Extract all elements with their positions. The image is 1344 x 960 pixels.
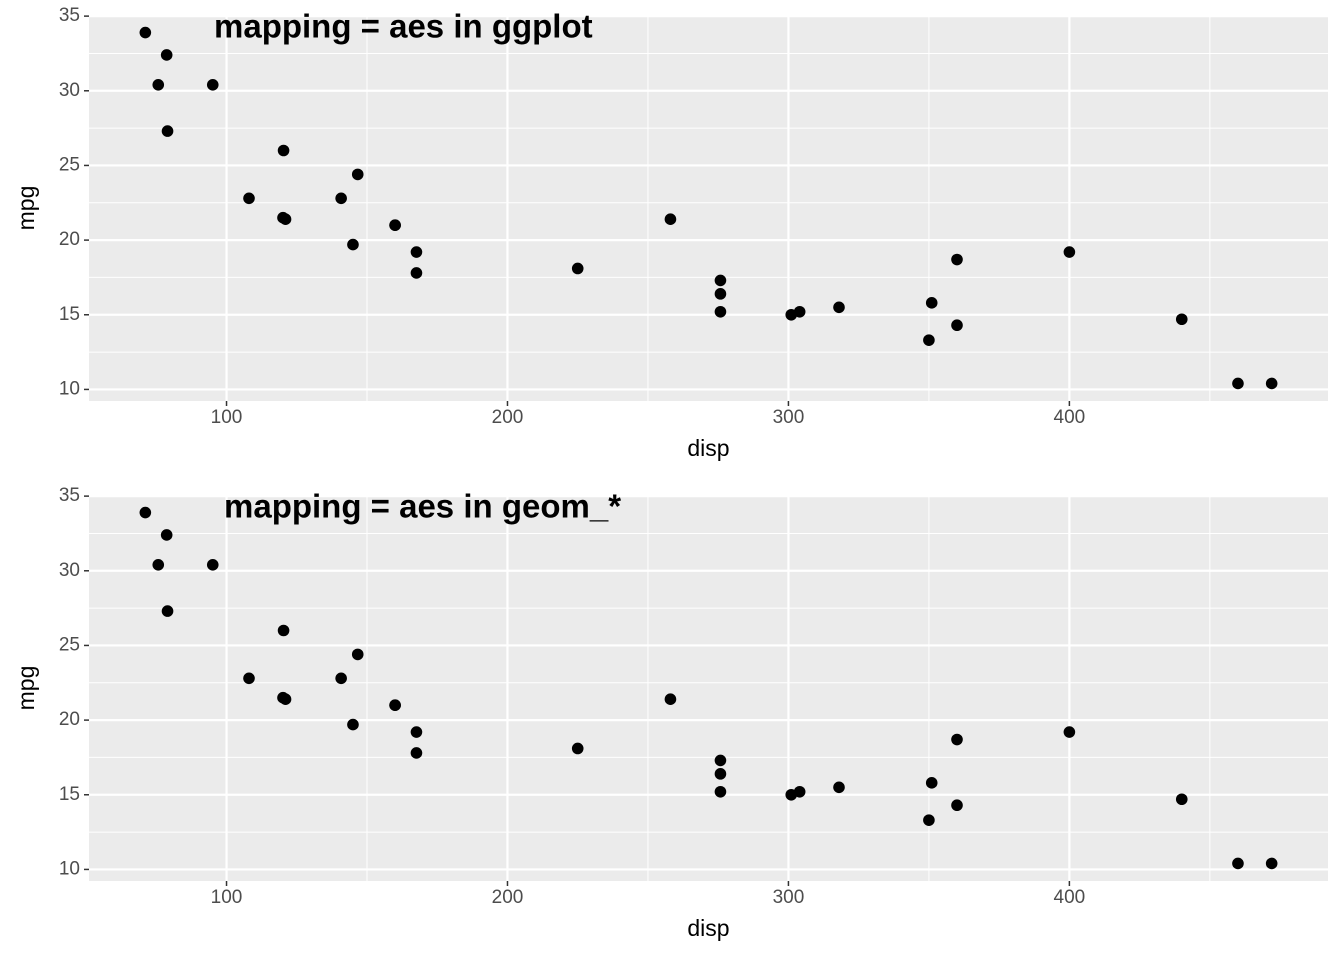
y-tick-label: 10: [59, 378, 80, 399]
point: [206, 559, 219, 571]
point: [152, 559, 165, 571]
y-tick-label: 25: [59, 634, 80, 655]
point: [951, 253, 963, 266]
point: [279, 213, 292, 225]
y-tick-label: 35: [59, 5, 80, 26]
point: [351, 648, 364, 661]
point: [925, 777, 938, 789]
x-tick-label: 300: [773, 407, 805, 428]
annotation: mapping = aes in ggplot: [214, 8, 593, 45]
point: [1175, 313, 1188, 326]
point: [571, 742, 584, 755]
y-tick-label: 10: [59, 858, 80, 879]
point: [243, 192, 255, 205]
point: [714, 288, 727, 300]
point: [951, 799, 963, 812]
point: [335, 672, 347, 685]
point: [923, 334, 935, 346]
x-tick-label: 100: [211, 887, 243, 908]
point: [1063, 726, 1076, 738]
point: [785, 308, 798, 321]
point: [951, 319, 963, 332]
point: [410, 246, 423, 258]
point: [951, 733, 963, 746]
point: [243, 672, 255, 685]
point: [410, 747, 423, 759]
x-tick-label: 100: [211, 407, 243, 428]
y-axis-title: mpg: [13, 186, 39, 231]
point: [277, 624, 290, 637]
y-tick-label: 15: [59, 784, 80, 805]
annotation: mapping = aes in geom_*: [224, 488, 621, 525]
point: [925, 297, 938, 309]
point: [714, 305, 727, 318]
point: [714, 274, 727, 287]
point: [1175, 793, 1188, 806]
point: [923, 814, 935, 826]
point: [410, 726, 423, 738]
y-axis-title: mpg: [13, 666, 39, 711]
point: [1265, 377, 1278, 390]
point: [833, 781, 845, 794]
point: [279, 693, 292, 705]
x-tick-label: 200: [492, 887, 524, 908]
x-tick-label: 200: [492, 407, 524, 428]
point: [160, 49, 173, 61]
point: [161, 125, 174, 137]
point: [160, 529, 173, 541]
plot-background: [89, 15, 1328, 401]
point: [277, 144, 290, 157]
plot-background: [89, 495, 1328, 881]
point: [1232, 377, 1244, 390]
point: [714, 754, 727, 767]
point: [161, 605, 174, 617]
y-tick-label: 35: [59, 485, 80, 506]
x-axis-title: disp: [687, 435, 729, 461]
y-tick-label: 20: [59, 229, 80, 250]
x-tick-label: 400: [1054, 887, 1086, 908]
point: [714, 785, 727, 798]
point: [347, 718, 359, 731]
point: [139, 506, 152, 519]
x-tick-label: 300: [773, 887, 805, 908]
point: [714, 768, 727, 780]
point: [1232, 857, 1244, 870]
point: [664, 213, 677, 225]
x-axis-title: disp: [687, 915, 729, 941]
y-tick-label: 30: [59, 80, 80, 101]
y-tick-label: 30: [59, 560, 80, 581]
point: [785, 788, 798, 801]
point: [389, 219, 401, 231]
point: [152, 79, 165, 91]
point: [335, 192, 347, 205]
point: [1265, 857, 1278, 870]
point: [139, 26, 152, 39]
point: [206, 79, 219, 91]
y-tick-label: 15: [59, 304, 80, 325]
point: [389, 699, 401, 711]
point: [347, 238, 359, 251]
point: [351, 168, 364, 181]
point: [833, 301, 845, 314]
y-tick-label: 25: [59, 154, 80, 175]
x-tick-label: 400: [1054, 407, 1086, 428]
y-tick-label: 20: [59, 709, 80, 730]
point: [571, 262, 584, 275]
panel: 100 200 300 400 10 15 20 25 30 35 disp mpg mapping =…: [13, 485, 1328, 941]
point: [410, 267, 423, 279]
point: [664, 693, 677, 705]
panel: 100 200 300 400 10 15 20 25 30 35 disp mpg mapping =…: [13, 5, 1328, 461]
point: [1063, 246, 1076, 258]
